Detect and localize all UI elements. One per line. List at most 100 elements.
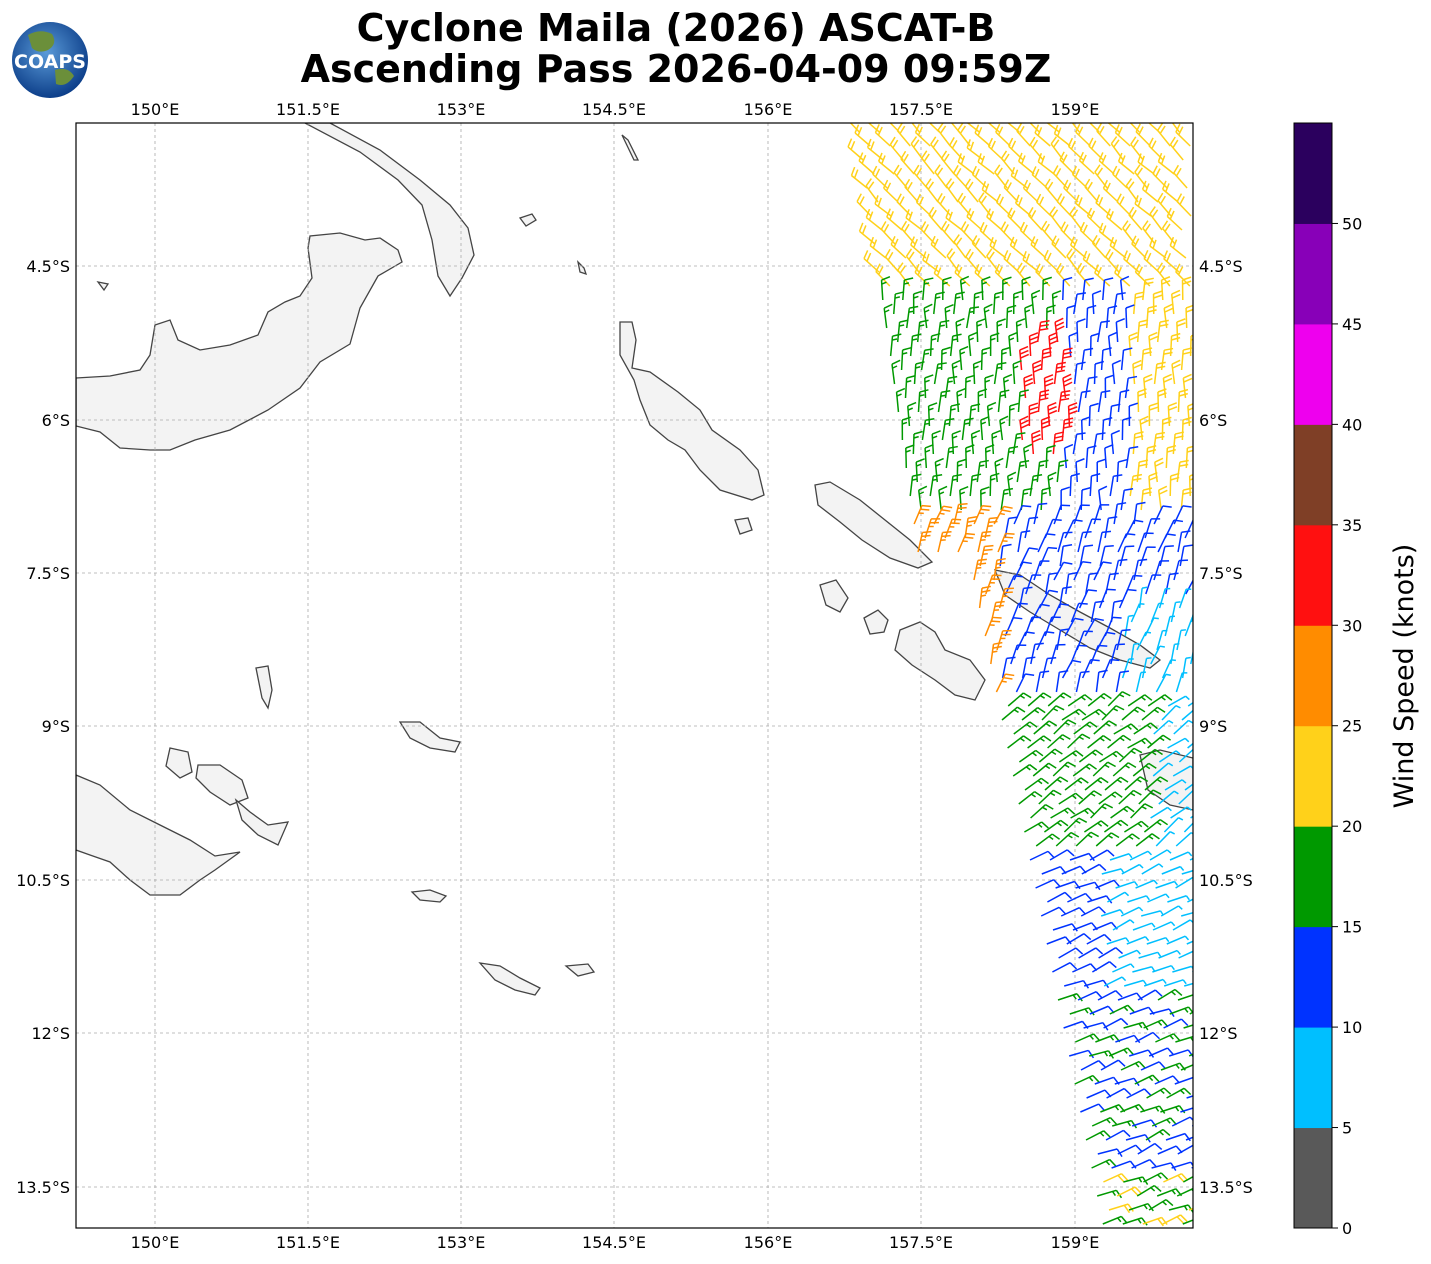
wind-barb	[1062, 276, 1073, 301]
wind-barb	[1091, 234, 1107, 259]
wind-barb	[901, 416, 912, 441]
wind-barb	[1184, 783, 1193, 791]
title-line-2: Ascending Pass 2026-04-09 09:59Z	[301, 47, 1052, 91]
wind-barb	[1163, 817, 1184, 833]
wind-barb	[923, 303, 933, 329]
wind-barb	[1179, 544, 1193, 567]
wind-barb	[968, 403, 981, 427]
wind-barb	[1133, 558, 1148, 581]
wind-barb	[966, 208, 983, 231]
wind-barb	[1128, 1049, 1155, 1058]
wind-barb	[984, 374, 994, 399]
wind-barb	[920, 348, 934, 371]
wind-barb	[905, 444, 915, 469]
wind-barb	[1184, 519, 1193, 539]
colorbar-tick-label: 50	[1342, 214, 1362, 233]
wind-barb	[1090, 644, 1108, 665]
wind-barb	[1126, 1088, 1152, 1099]
wind-barb	[1067, 694, 1093, 707]
landmass-kolombangara	[863, 609, 889, 635]
wind-barb	[1081, 863, 1107, 875]
wind-barb	[905, 305, 919, 329]
wind-barb	[1064, 617, 1084, 637]
wind-barb	[1086, 933, 1112, 945]
wind-barb	[1131, 235, 1147, 259]
wind-barb	[1155, 673, 1171, 693]
wind-barb	[1113, 502, 1127, 525]
wind-barb	[912, 290, 923, 315]
wind-barb	[961, 417, 974, 441]
wind-barb	[971, 165, 988, 189]
lon-label-top: 157.5°E	[889, 100, 953, 119]
wind-barb	[930, 136, 944, 161]
wind-barb	[1161, 180, 1179, 203]
wind-barb	[896, 193, 912, 217]
wind-barb	[1163, 1173, 1189, 1183]
wind-barb	[902, 277, 914, 301]
wind-barb	[977, 530, 992, 553]
wind-barb	[1060, 906, 1087, 917]
wind-barb	[1057, 531, 1073, 553]
wind-barb	[976, 459, 989, 483]
wind-barb	[1075, 670, 1090, 693]
wind-barb	[986, 401, 997, 427]
wind-barb	[1087, 895, 1113, 904]
wind-barb	[1109, 1004, 1135, 1015]
colorbar-tick-label: 5	[1342, 1119, 1352, 1138]
wind-barb	[1148, 137, 1164, 161]
wind-barb	[1121, 863, 1144, 875]
wind-barb	[945, 445, 958, 469]
wind-barb	[1111, 359, 1122, 385]
wind-barb	[914, 123, 931, 147]
wind-barb	[1028, 332, 1039, 357]
colorbar-tick-label: 0	[1342, 1219, 1352, 1238]
wind-barb	[1102, 277, 1114, 301]
wind-barb	[1116, 458, 1128, 483]
wind-barb	[1146, 1087, 1172, 1099]
wind-barb	[1069, 1007, 1095, 1016]
wind-barb	[1144, 518, 1161, 539]
wind-barb	[1127, 737, 1153, 749]
wind-barb	[1004, 616, 1023, 637]
wind-barb	[1112, 165, 1128, 189]
wind-barb	[1023, 443, 1033, 469]
wind-barb	[1103, 1017, 1129, 1029]
wind-barb	[1136, 319, 1149, 343]
wind-barb	[1117, 389, 1130, 413]
logo-text: COAPS	[14, 51, 86, 73]
wind-barb	[929, 474, 943, 497]
wind-barb	[913, 164, 928, 189]
wind-barb	[1053, 719, 1077, 735]
wind-barb	[1171, 1161, 1193, 1169]
wind-barb	[1084, 776, 1109, 791]
colorbar-bin	[1294, 826, 1332, 928]
wind-barb	[1075, 123, 1091, 147]
wind-barb	[1100, 1059, 1126, 1071]
wind-barb	[1116, 193, 1132, 217]
wind-barb	[1160, 905, 1183, 917]
wind-barb	[1166, 1087, 1192, 1099]
wind-barb	[1127, 895, 1150, 903]
wind-barb	[1056, 193, 1072, 217]
wind-barb	[1096, 123, 1111, 147]
wind-barb	[953, 165, 968, 189]
colorbar-tick-label: 25	[1342, 717, 1362, 736]
wind-barb	[1021, 276, 1031, 301]
wind-barb	[1049, 206, 1063, 231]
wind-barb	[1013, 561, 1032, 581]
wind-barb	[1056, 628, 1070, 651]
wind-barb	[1098, 947, 1124, 959]
wind-barb	[1035, 879, 1061, 889]
wind-barb	[1130, 642, 1139, 665]
wind-barb	[1041, 705, 1065, 721]
wind-barb	[1080, 347, 1094, 371]
wind-barb	[1018, 791, 1043, 805]
wind-barb	[915, 458, 925, 483]
wind-barb	[1029, 136, 1044, 161]
wind-barb	[956, 458, 967, 483]
wind-barb	[979, 221, 996, 245]
wind-barb	[959, 345, 969, 371]
wind-barb	[1080, 1059, 1106, 1071]
wind-barb	[1066, 933, 1092, 945]
wind-barb	[1098, 152, 1115, 175]
